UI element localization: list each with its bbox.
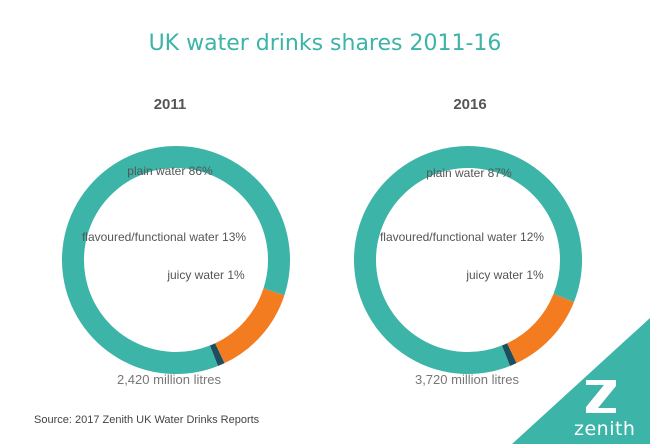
chart-2016-year: 2016	[453, 96, 487, 113]
chart-2011-label-flavoured: flavoured/functional water 13%	[81, 230, 247, 244]
chart-2011-label-plain: plain water 86%	[127, 164, 213, 178]
chart-2016-slice-plain	[354, 146, 582, 374]
chart-2016-label-plain: plain water 87%	[426, 166, 512, 180]
chart-2016-slice-flavoured	[506, 293, 574, 364]
chart-2011-label-juicy: juicy water 1%	[167, 268, 245, 282]
chart-2011-slice-flavoured	[214, 288, 285, 364]
brand-name: zenith	[574, 418, 636, 440]
chart-2011-slice-juicy	[209, 343, 225, 366]
chart-2011-year: 2011	[153, 96, 187, 113]
chart-title: UK water drinks shares 2011-16	[148, 31, 502, 56]
chart-2016-slice-juicy	[501, 343, 517, 366]
chart-2011-total: 2,420 million litres	[116, 372, 222, 387]
chart-2016-total: 3,720 million litres	[414, 372, 520, 387]
chart-2016-label-juicy: juicy water 1%	[466, 268, 544, 282]
chart-2016-label-flavoured: flavoured/functional water 12%	[379, 230, 545, 244]
zenith-z-logo-icon	[586, 380, 616, 413]
source-note: Source: 2017 Zenith UK Water Drinks Repo…	[34, 414, 260, 426]
chart-2011-slice-plain	[62, 146, 290, 374]
